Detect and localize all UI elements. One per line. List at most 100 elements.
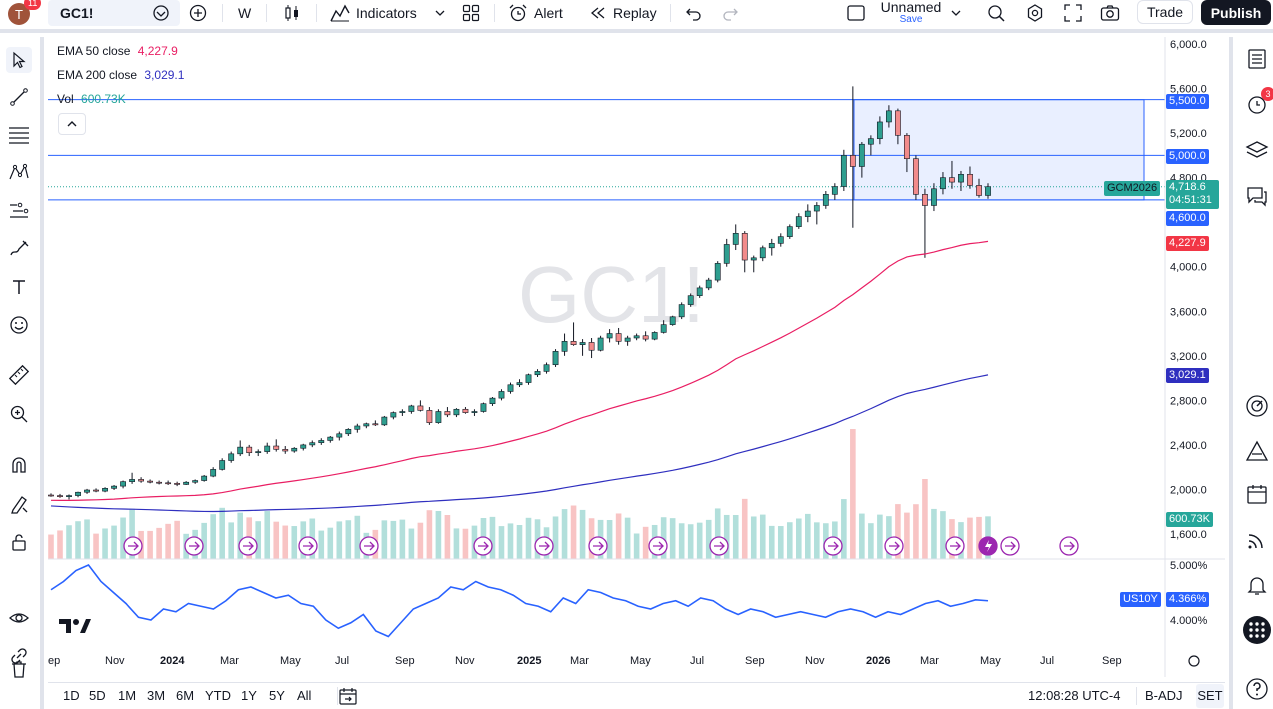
text-tool-icon[interactable] — [6, 274, 32, 300]
interval-button[interactable]: W — [238, 5, 252, 21]
forecasting-icon[interactable] — [6, 198, 32, 224]
candle-body — [201, 475, 208, 481]
alert-button[interactable]: Alert — [508, 0, 563, 26]
candle-body — [849, 155, 856, 167]
range-button-5y[interactable]: 5Y — [269, 688, 285, 703]
trash-icon[interactable] — [6, 656, 32, 682]
price-chart[interactable]: GC1! 6,000.05,600.05,200.04,800.04,000.0… — [48, 37, 1225, 682]
calendar-icon[interactable] — [1243, 480, 1271, 508]
trade-button[interactable]: Trade — [1137, 0, 1193, 24]
volume-bar — [561, 509, 568, 559]
ideas-icon[interactable] — [1243, 437, 1271, 465]
volume-bar — [273, 521, 280, 559]
lock-drawing-icon[interactable] — [6, 491, 32, 517]
emoji-icon[interactable] — [6, 312, 32, 338]
magnet-icon[interactable] — [6, 452, 32, 478]
chat-icon[interactable] — [1243, 182, 1271, 210]
volume-bar — [967, 517, 973, 559]
camera-icon[interactable] — [1100, 0, 1122, 26]
range-button-1m[interactable]: 1M — [118, 688, 137, 703]
adjustment-toggle[interactable]: B-ADJ — [1145, 688, 1183, 703]
candle-body — [795, 216, 802, 227]
session-toggle[interactable]: SET — [1196, 684, 1224, 708]
zoom-in-icon[interactable] — [6, 401, 32, 427]
layout-chevron-icon[interactable] — [950, 0, 964, 26]
range-button-ytd[interactable]: YTD — [205, 688, 231, 703]
lock-icon[interactable] — [6, 529, 32, 555]
watchlist-icon[interactable] — [1243, 45, 1271, 73]
time-tick-label: 2025 — [517, 655, 541, 667]
ema50-axis-tag: 4,227.9 — [1166, 236, 1209, 251]
candle-body — [840, 155, 847, 187]
price-tick-label: 2,400.0 — [1170, 440, 1207, 452]
trend-line-icon[interactable] — [6, 84, 32, 110]
apps-grid-icon[interactable] — [1243, 616, 1271, 644]
clock[interactable]: 12:08:28 UTC-4 — [1028, 688, 1121, 703]
time-tick-label: Jul — [335, 655, 349, 667]
volume-bar — [940, 511, 946, 559]
add-symbol-icon[interactable] — [189, 0, 209, 26]
candle-body — [480, 403, 487, 412]
gauge-icon[interactable] — [1243, 392, 1271, 420]
range-button-1d[interactable]: 1D — [63, 688, 80, 703]
cursor-icon[interactable] — [6, 47, 32, 73]
date-range-icon[interactable] — [338, 686, 358, 706]
time-tick-label: Sep — [745, 655, 765, 667]
volume-bar — [615, 513, 622, 559]
range-button-all[interactable]: All — [297, 688, 312, 703]
legend-ema50[interactable]: EMA 50 close 4,227.9 — [57, 44, 178, 58]
quick-search-icon[interactable] — [986, 0, 1008, 26]
candle-body — [48, 494, 54, 497]
chevron-down-icon[interactable] — [434, 0, 448, 26]
alerts-icon[interactable] — [1243, 90, 1271, 118]
range-button-5d[interactable]: 5D — [89, 688, 106, 703]
indicators-button[interactable]: Indicators — [330, 0, 417, 26]
arrow-right-icon — [478, 541, 489, 551]
volume-bar — [102, 528, 108, 559]
scale-settings-icon[interactable] — [1188, 655, 1200, 667]
brush-icon[interactable] — [6, 236, 32, 262]
candle-body — [552, 351, 559, 366]
publish-button[interactable]: Publish — [1201, 0, 1271, 25]
range-button-3m[interactable]: 3M — [147, 688, 166, 703]
pattern-icon[interactable] — [6, 160, 32, 186]
candle-body — [615, 333, 622, 342]
redo-icon[interactable] — [722, 0, 742, 26]
settings-icon[interactable] — [1025, 0, 1047, 26]
legend-volume[interactable]: Vol 600.73K — [57, 92, 126, 106]
undo-icon[interactable] — [684, 0, 704, 26]
candles-icon[interactable] — [283, 0, 303, 26]
time-tick-label: 2026 — [866, 655, 890, 667]
volume-bar — [895, 504, 901, 559]
legend-ema200[interactable]: EMA 200 close 3,029.1 — [57, 68, 184, 82]
tradingview-logo[interactable] — [58, 616, 92, 636]
fib-retracement-icon[interactable] — [6, 122, 32, 148]
candle-body — [777, 236, 784, 244]
notifications-icon[interactable] — [1243, 571, 1271, 599]
range-button-1y[interactable]: 1Y — [241, 688, 257, 703]
layouts-icon[interactable] — [462, 0, 482, 26]
collapse-legend-button[interactable] — [58, 113, 86, 135]
volume-bar — [814, 522, 820, 559]
notification-badge[interactable]: 11 — [24, 0, 42, 10]
volume-bar — [489, 516, 496, 559]
streams-icon[interactable] — [1243, 526, 1271, 554]
volume-bar — [237, 512, 244, 559]
volume-bar — [714, 508, 721, 559]
arrow-right-icon — [828, 541, 839, 551]
fullscreen-icon[interactable] — [1063, 0, 1085, 26]
volume-bar — [435, 511, 442, 559]
eye-icon[interactable] — [6, 605, 32, 631]
ruler-icon[interactable] — [6, 362, 32, 388]
compare-icon[interactable] — [152, 0, 172, 26]
replay-button[interactable]: Replay — [589, 0, 657, 26]
range-button-6m[interactable]: 6M — [176, 688, 195, 703]
layout-square-icon[interactable] — [846, 0, 868, 26]
user-avatar[interactable]: T — [6, 0, 32, 26]
candle-body — [255, 451, 262, 454]
volume-bar — [345, 520, 352, 559]
layers-icon[interactable] — [1243, 136, 1271, 164]
volume-bar — [318, 530, 325, 559]
help-icon[interactable] — [1243, 675, 1271, 703]
layout-name[interactable]: Unnamed Save — [876, 0, 946, 25]
